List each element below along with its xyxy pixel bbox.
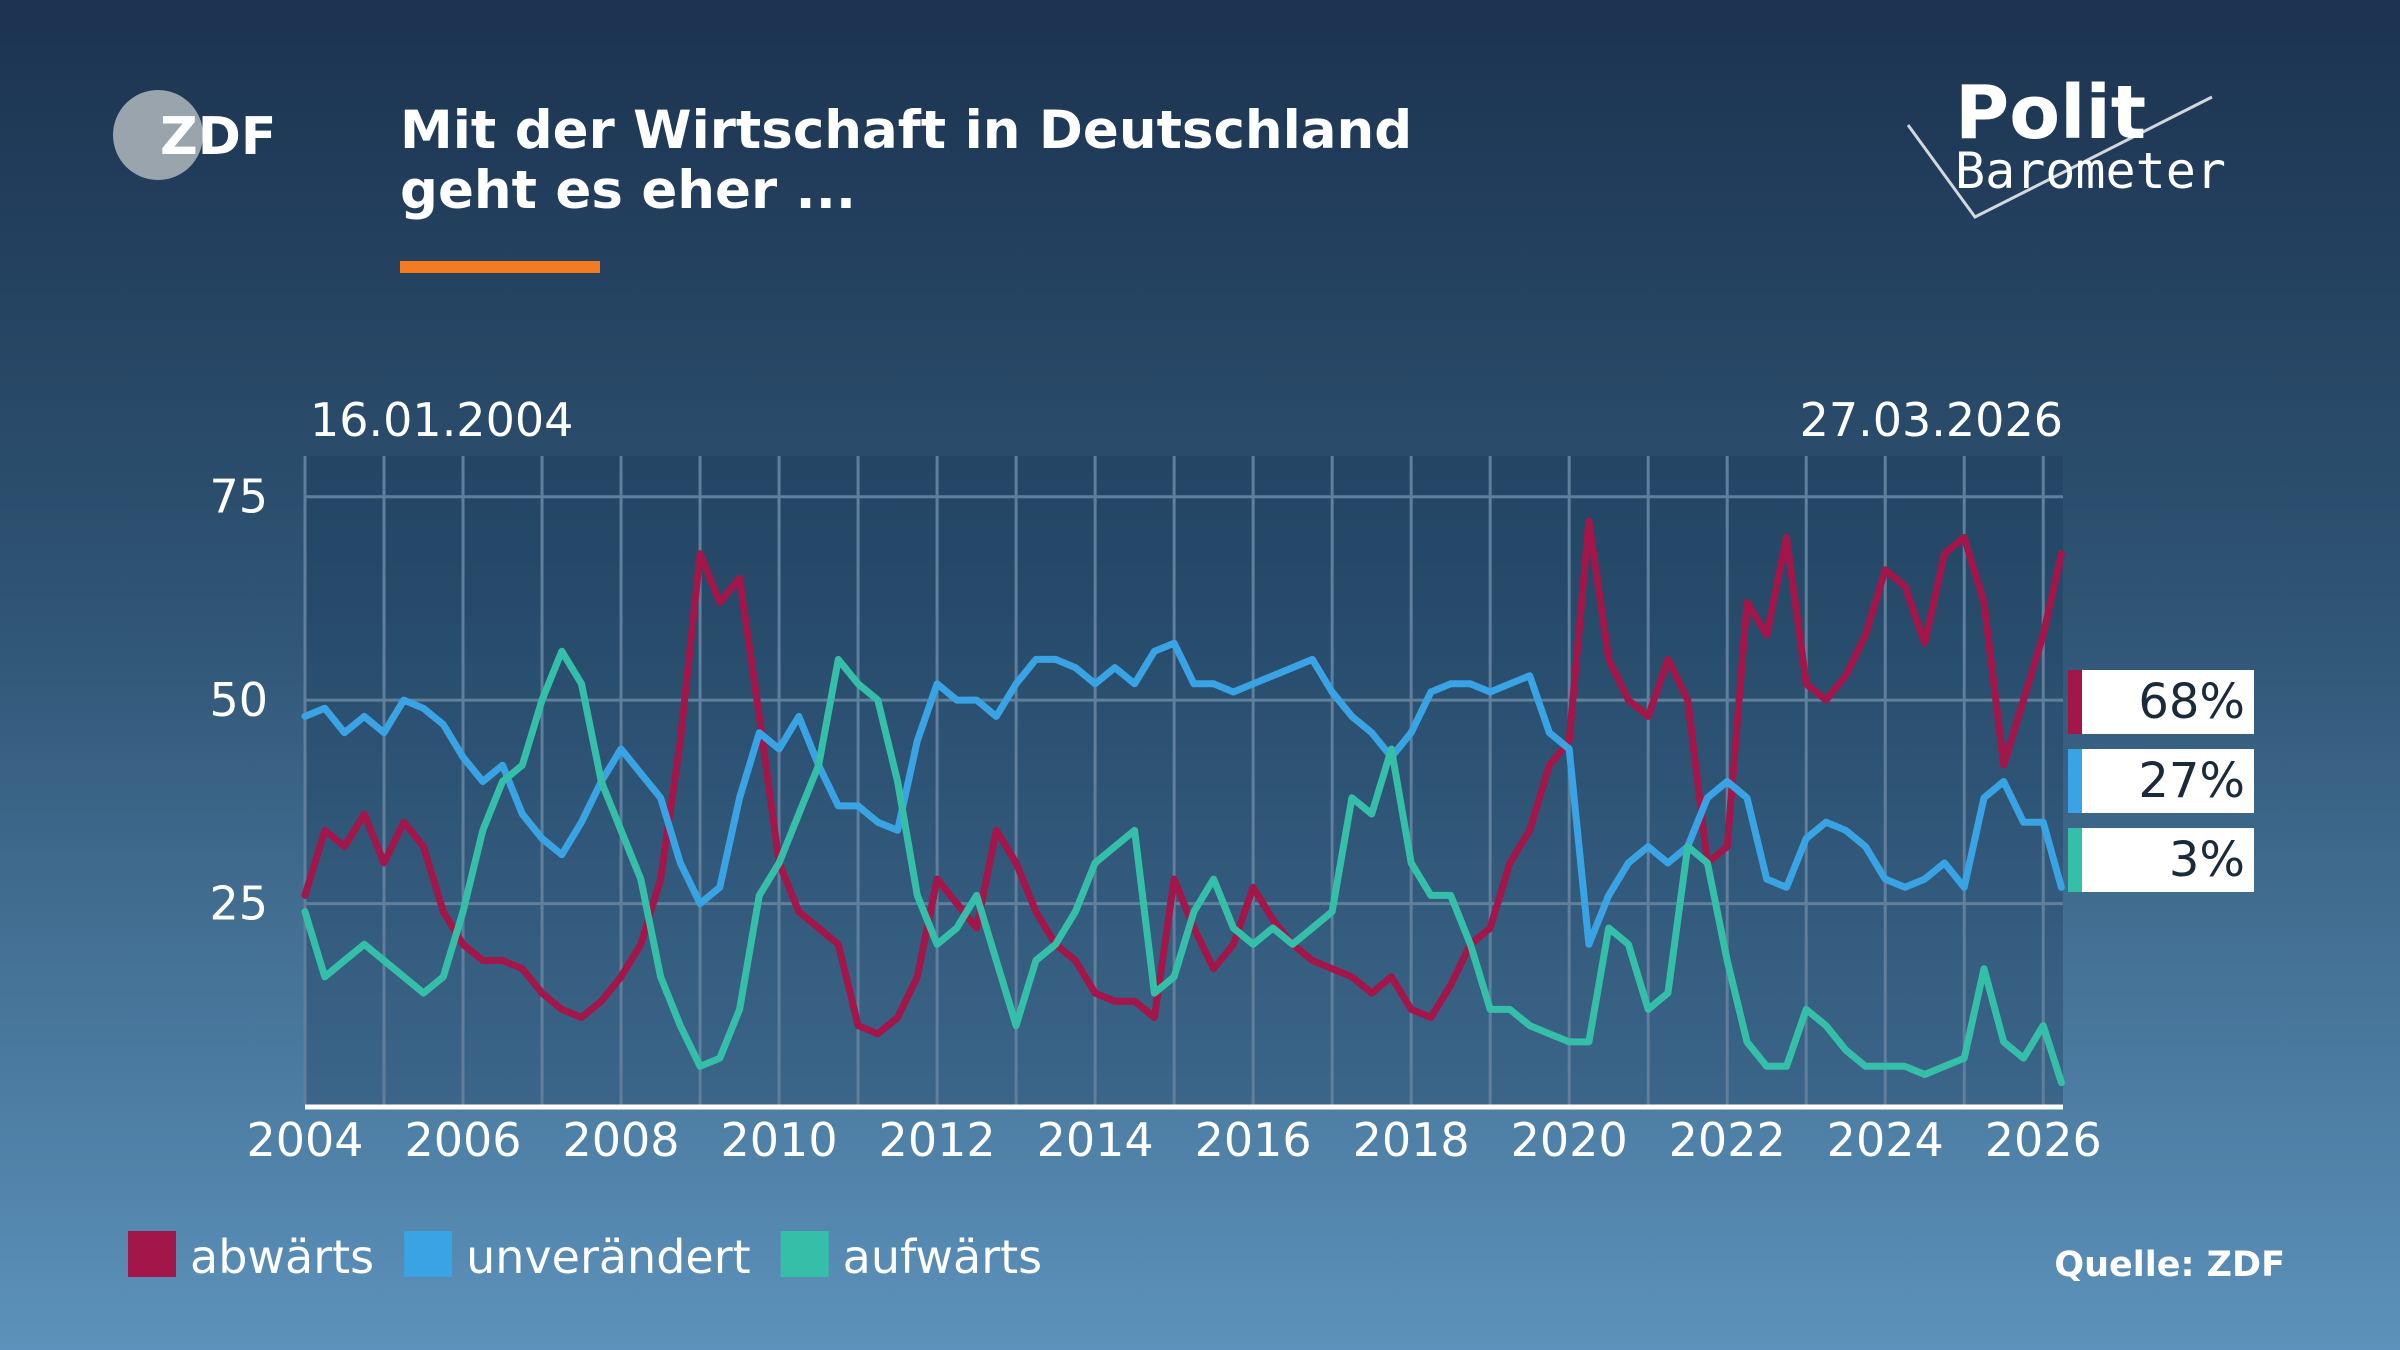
x-tick-label: 2022 [1669,1113,1786,1167]
brand-check [1906,95,2213,219]
end-label: 27% [2138,753,2245,809]
x-tick-label: 2026 [1985,1113,2102,1167]
x-tick-label: 2024 [1827,1113,1944,1167]
legend-swatch [128,1231,176,1277]
title-accent [400,261,600,273]
end-label-box [2068,749,2254,813]
chart-title: Mit der Wirtschaft in Deutschland [400,100,1412,161]
legend-swatch [780,1231,829,1277]
x-tick-label: 2018 [1353,1113,1470,1167]
y-tick-label: 50 [209,673,268,727]
legend-label: unverändert [466,1230,751,1284]
line [301,517,2065,1038]
legend-label: abwärts [190,1230,374,1284]
end-date: 27.03.2026 [1800,393,2063,447]
end-label-box [2068,828,2254,892]
brand-title: Polit [1955,70,2146,156]
end-label-swatch [2068,670,2082,734]
end-label-box [2068,670,2254,734]
x-tick-label: 2016 [1195,1113,1312,1167]
x-tick-label: 2014 [1037,1113,1154,1167]
chart-title: geht es eher ... [400,160,856,221]
legend-label: aufwärts [843,1230,1042,1284]
x-tick-label: 2008 [563,1113,680,1167]
end-label-swatch [2068,749,2082,813]
logo: ZDF [160,107,276,167]
x-tick-label: 2010 [721,1113,838,1167]
brand-subtitle: Barometer [1955,142,2226,200]
end-label: 3% [2169,832,2245,888]
end-label-swatch [2068,828,2082,892]
line [301,639,2065,948]
logo-mark [113,90,203,180]
y-tick-label: 25 [209,877,268,931]
source: Quelle: ZDF [2054,1245,2285,1285]
line [301,647,2065,1087]
x-tick-label: 2012 [879,1113,996,1167]
end-label: 68% [2138,674,2245,730]
start-date: 16.01.2004 [310,393,573,447]
x-tick-label: 2004 [246,1113,363,1167]
x-tick-label: 2020 [1511,1113,1628,1167]
x-tick-label: 2006 [404,1113,521,1167]
y-tick-label: 75 [209,470,268,524]
legend-swatch [404,1231,453,1277]
